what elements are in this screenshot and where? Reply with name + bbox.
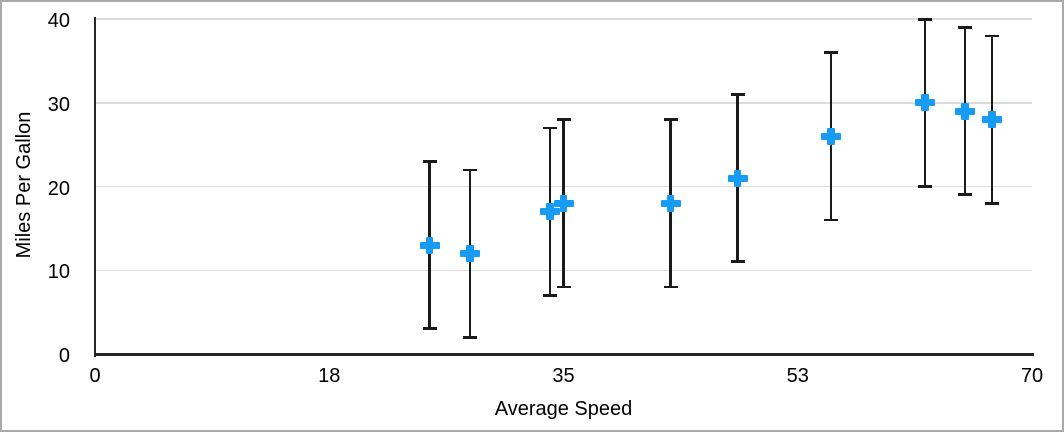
y-tick-label: 20 bbox=[47, 177, 70, 200]
y-axis-title: Miles Per Gallon bbox=[13, 111, 35, 259]
plus-marker-icon bbox=[559, 194, 568, 212]
data-point-marker[interactable] bbox=[914, 94, 935, 112]
error-bar-bottom-cap[interactable] bbox=[422, 327, 437, 331]
plus-marker-icon bbox=[921, 94, 929, 112]
plus-marker-icon bbox=[733, 169, 742, 187]
y-tick-label: 0 bbox=[58, 345, 70, 367]
x-tick-label: 53 bbox=[786, 365, 809, 387]
error-bar-bottom-cap[interactable] bbox=[958, 193, 973, 197]
error-bar-top-cap[interactable] bbox=[917, 17, 932, 21]
y-axis-line bbox=[93, 17, 97, 357]
error-bar-top-cap[interactable] bbox=[556, 118, 571, 121]
error-bar-bottom-cap[interactable] bbox=[917, 185, 932, 188]
data-point-marker[interactable] bbox=[419, 236, 440, 254]
error-bar-top-cap[interactable] bbox=[663, 118, 678, 121]
plus-marker-icon bbox=[666, 194, 675, 212]
error-bar-bottom-cap[interactable] bbox=[543, 293, 558, 297]
error-bar-bottom-cap[interactable] bbox=[730, 260, 745, 264]
y-tick-label: 10 bbox=[47, 261, 70, 284]
plus-marker-icon bbox=[988, 111, 996, 128]
y-tick-label: 30 bbox=[47, 93, 70, 116]
error-bar-top-cap[interactable] bbox=[422, 160, 437, 163]
data-point-marker[interactable] bbox=[727, 169, 748, 187]
x-tick-label: 35 bbox=[552, 365, 575, 387]
gridline bbox=[95, 102, 1032, 104]
error-bar-top-cap[interactable] bbox=[958, 26, 973, 29]
data-point-marker[interactable] bbox=[955, 102, 976, 120]
x-tick-label: 70 bbox=[1020, 365, 1044, 387]
error-bar-top-cap[interactable] bbox=[543, 126, 558, 130]
error-bar-bottom-cap[interactable] bbox=[984, 201, 999, 205]
plus-marker-icon bbox=[827, 127, 835, 145]
data-point-marker[interactable] bbox=[459, 245, 480, 262]
error-bar-bottom-cap[interactable] bbox=[824, 218, 839, 222]
y-tick-label: 40 bbox=[47, 10, 70, 32]
error-bar-top-cap[interactable] bbox=[984, 34, 999, 38]
gridline bbox=[95, 18, 1032, 20]
data-point-marker[interactable] bbox=[540, 203, 561, 221]
error-bar-top-cap[interactable] bbox=[462, 168, 477, 172]
plus-marker-icon bbox=[546, 203, 554, 221]
x-axis-title: Average Speed bbox=[494, 398, 633, 420]
error-bar-top-cap[interactable] bbox=[824, 51, 839, 54]
x-tick-label: 0 bbox=[89, 365, 101, 387]
data-point-marker[interactable] bbox=[660, 194, 681, 212]
plus-marker-icon bbox=[961, 102, 969, 120]
error-bar-bottom-cap[interactable] bbox=[462, 335, 477, 339]
data-point-marker[interactable] bbox=[981, 111, 1002, 128]
plus-marker-icon bbox=[466, 245, 474, 262]
data-point-marker[interactable] bbox=[553, 194, 574, 212]
error-bar-bottom-cap[interactable] bbox=[663, 285, 678, 289]
data-point-marker[interactable] bbox=[821, 127, 842, 145]
error-bar-top-cap[interactable] bbox=[730, 93, 745, 96]
x-axis-line bbox=[93, 352, 1034, 356]
plus-marker-icon bbox=[425, 236, 434, 254]
x-tick-label: 18 bbox=[318, 365, 341, 387]
error-bar-bottom-cap[interactable] bbox=[556, 285, 571, 289]
